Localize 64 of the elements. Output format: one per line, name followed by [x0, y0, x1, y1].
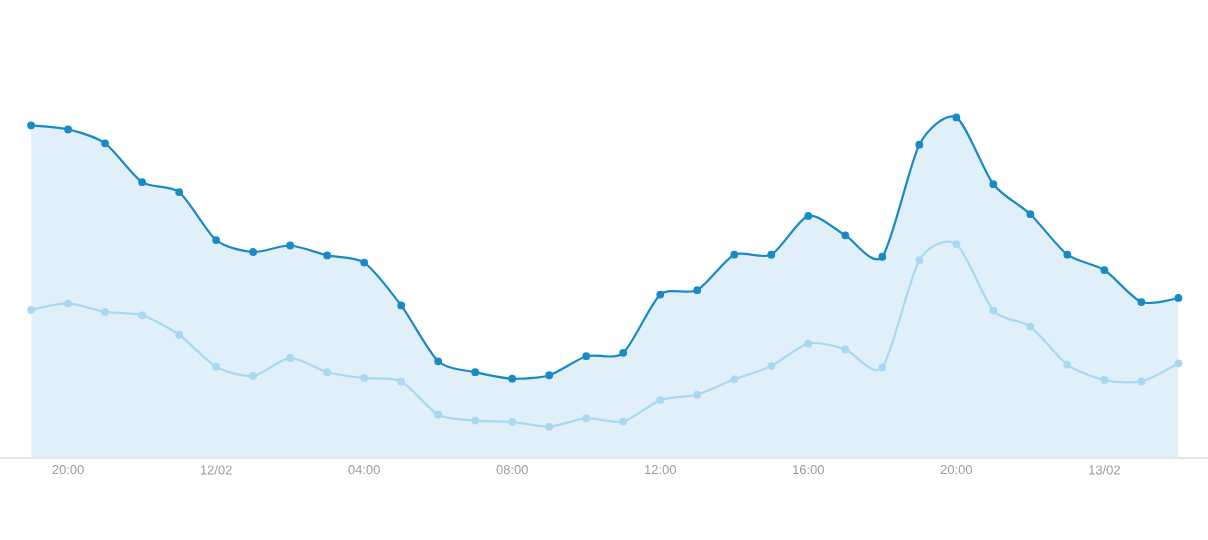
point	[730, 375, 739, 384]
point	[175, 330, 184, 339]
point	[249, 248, 258, 256]
point	[323, 251, 332, 260]
point	[656, 396, 665, 405]
point	[545, 422, 554, 431]
point	[101, 139, 110, 148]
point	[27, 305, 35, 314]
point	[1174, 359, 1183, 368]
point	[730, 250, 739, 259]
point	[64, 299, 72, 308]
point	[175, 188, 184, 196]
point	[434, 357, 443, 366]
point	[323, 368, 332, 377]
point	[804, 211, 813, 220]
point	[360, 258, 369, 267]
point	[64, 125, 72, 134]
point	[27, 121, 35, 130]
point	[397, 301, 406, 310]
point	[1137, 377, 1146, 386]
point	[841, 345, 850, 354]
point	[212, 362, 221, 371]
point	[619, 417, 628, 426]
point	[286, 353, 295, 362]
point	[1026, 322, 1035, 331]
point	[804, 339, 813, 348]
point	[1100, 266, 1109, 274]
point	[878, 363, 887, 372]
point	[767, 362, 776, 370]
point	[693, 390, 702, 399]
point	[286, 241, 295, 250]
point	[508, 418, 517, 426]
point	[582, 352, 591, 361]
point	[138, 178, 147, 187]
point	[952, 113, 961, 122]
point	[212, 236, 221, 244]
point	[471, 368, 480, 377]
point	[249, 372, 258, 380]
point	[989, 180, 998, 189]
point	[989, 306, 998, 315]
point	[1137, 298, 1146, 306]
point	[1100, 376, 1109, 384]
point	[952, 240, 961, 249]
point	[360, 374, 369, 382]
point	[656, 290, 665, 299]
point	[1063, 250, 1072, 259]
point	[138, 311, 147, 320]
point	[1063, 360, 1072, 369]
point	[508, 374, 517, 383]
point	[1174, 294, 1183, 302]
point	[397, 377, 406, 386]
point	[471, 416, 480, 425]
point	[582, 414, 591, 423]
point	[878, 252, 887, 261]
point	[915, 256, 924, 265]
point	[841, 231, 850, 240]
point	[915, 140, 924, 149]
point	[767, 250, 776, 259]
point	[619, 348, 628, 357]
point	[1026, 210, 1035, 219]
point	[545, 371, 554, 380]
point	[693, 286, 702, 295]
point	[101, 308, 110, 316]
point	[434, 410, 443, 419]
